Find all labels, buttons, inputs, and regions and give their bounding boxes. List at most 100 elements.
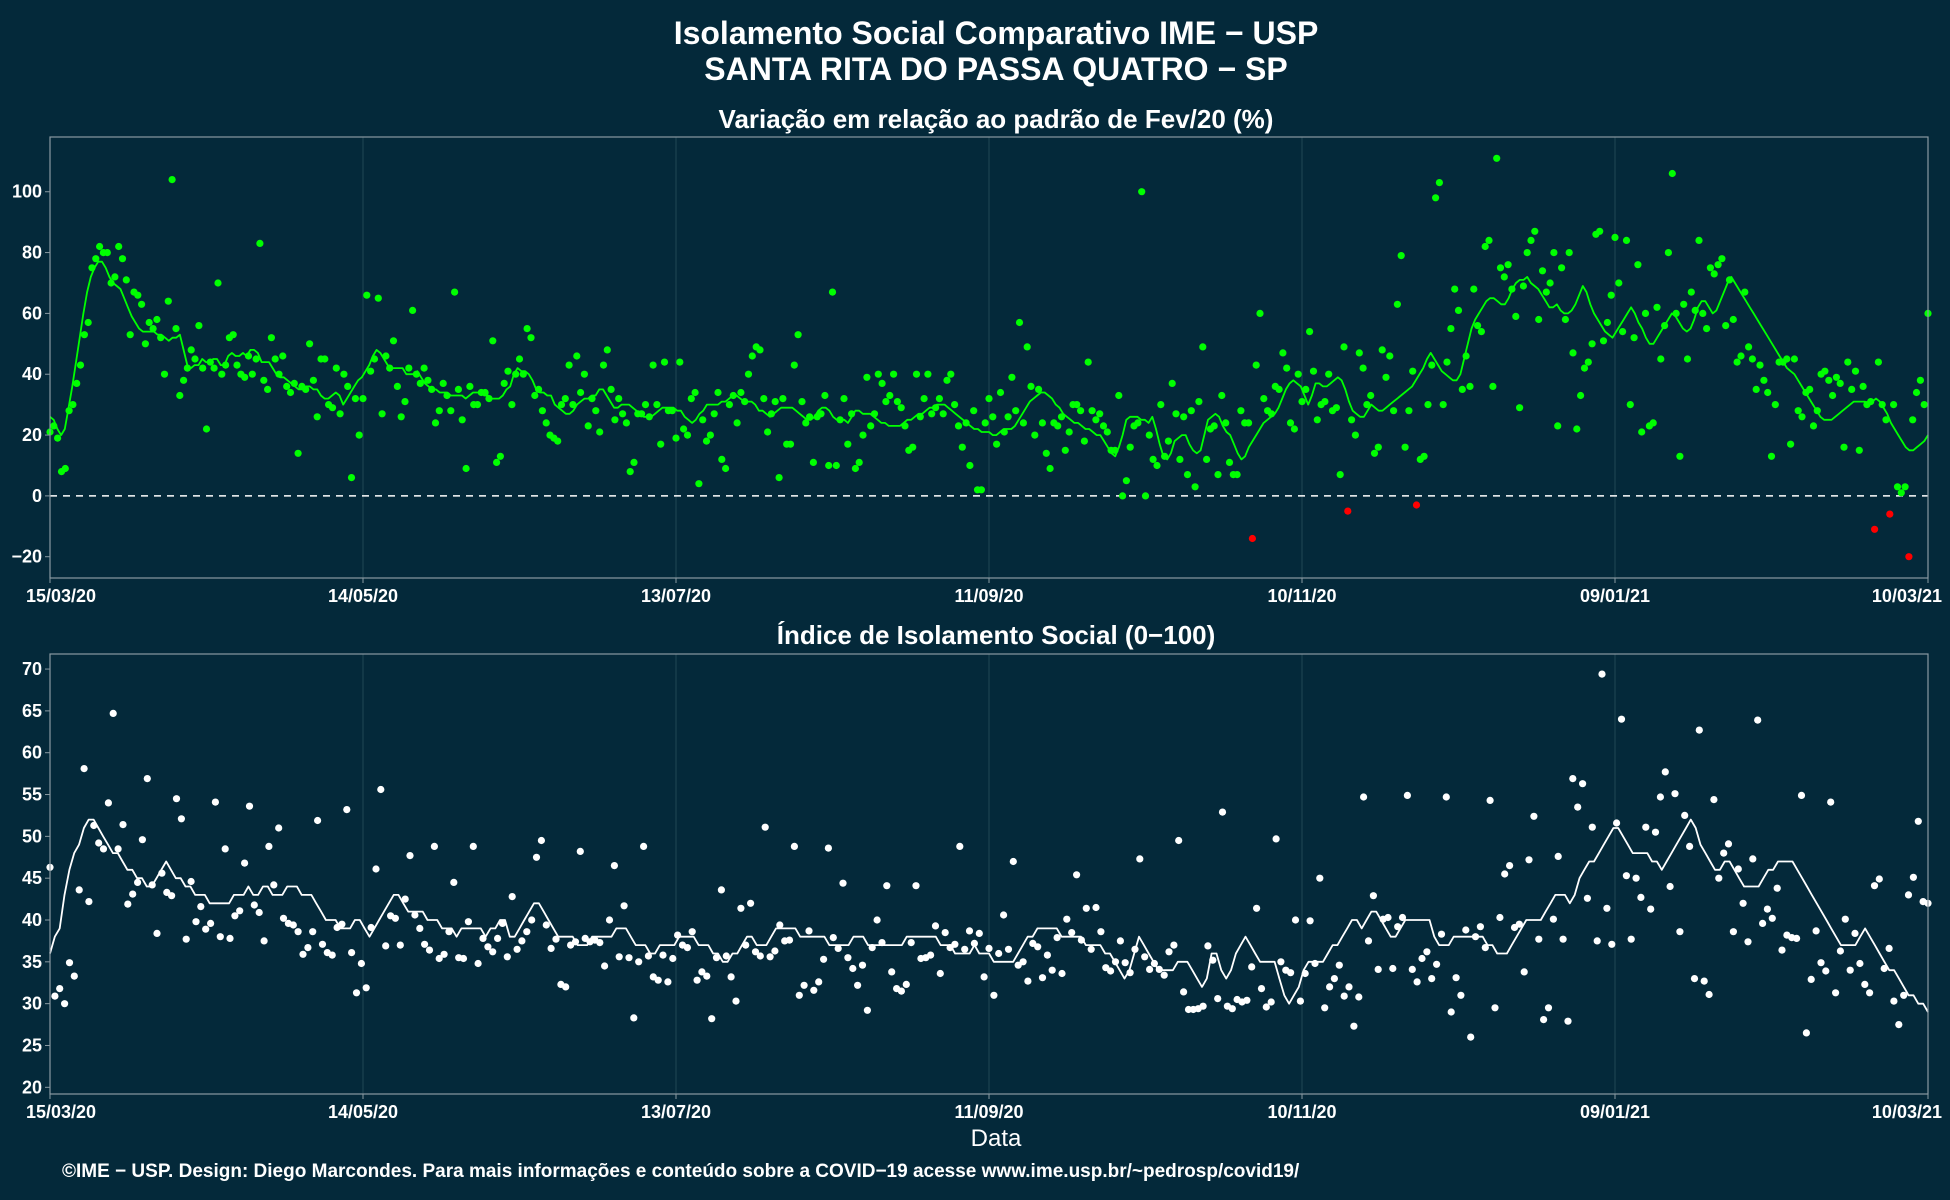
data-point	[1768, 914, 1776, 922]
data-point	[1710, 270, 1718, 278]
data-point	[340, 370, 348, 378]
data-point	[1260, 395, 1268, 403]
data-point	[1656, 793, 1664, 801]
data-point	[1038, 974, 1047, 982]
data-point	[1714, 261, 1722, 269]
data-point	[1778, 946, 1786, 954]
data-point	[1042, 449, 1050, 457]
data-point	[1554, 422, 1562, 430]
data-point	[1476, 923, 1484, 931]
data-point	[1374, 443, 1382, 451]
data-point	[815, 978, 823, 986]
data-point	[1141, 953, 1149, 961]
data-point	[416, 379, 424, 387]
data-point	[440, 950, 448, 958]
data-point	[207, 919, 215, 928]
data-point	[409, 306, 417, 314]
data-point	[343, 806, 351, 814]
data-point	[1398, 913, 1407, 922]
data-point	[1641, 309, 1650, 317]
data-point	[1423, 948, 1431, 956]
data-point	[1409, 367, 1417, 375]
data-point	[1412, 501, 1421, 509]
data-point	[519, 370, 527, 378]
y-tick-label: 20	[22, 425, 42, 445]
data-point	[985, 395, 993, 403]
data-point	[821, 391, 829, 400]
data-point	[1608, 940, 1616, 948]
data-point	[1004, 945, 1013, 953]
data-point	[1080, 437, 1088, 445]
data-point	[970, 939, 979, 948]
data-point	[599, 361, 608, 369]
data-point	[1340, 992, 1348, 1000]
data-point	[824, 844, 833, 852]
data-point	[1851, 367, 1860, 375]
data-point	[241, 373, 249, 381]
data-point	[1248, 534, 1256, 543]
data-point	[1722, 322, 1730, 330]
data-point	[450, 878, 458, 887]
data-point	[1821, 367, 1829, 375]
data-point	[1298, 398, 1306, 406]
data-point	[210, 364, 218, 372]
data-point	[1486, 796, 1494, 805]
data-point	[584, 422, 592, 430]
data-point	[756, 952, 764, 960]
data-point	[683, 944, 692, 952]
data-point	[1077, 407, 1085, 415]
data-point	[1836, 379, 1844, 387]
data-point	[1157, 401, 1165, 409]
data-point	[874, 370, 882, 378]
data-point	[1680, 300, 1688, 308]
data-point	[1520, 968, 1528, 976]
data-point	[1561, 315, 1569, 324]
data-point	[1291, 916, 1300, 924]
data-point	[1686, 842, 1694, 851]
x-tick-label: 11/09/20	[954, 586, 1023, 606]
data-point	[1827, 798, 1835, 806]
data-point	[1764, 388, 1772, 397]
data-point	[1481, 242, 1489, 251]
data-point	[1065, 428, 1073, 436]
data-point	[1386, 352, 1394, 360]
data-point	[1107, 967, 1115, 975]
data-point	[1187, 407, 1195, 415]
data-point	[182, 935, 190, 943]
data-point	[776, 921, 784, 929]
data-point	[1920, 401, 1928, 409]
data-point	[1544, 1004, 1553, 1012]
data-point	[1237, 407, 1245, 415]
data-point	[391, 914, 399, 922]
data-point	[886, 391, 894, 400]
x-axis-label: Data	[971, 1125, 1022, 1152]
data-point	[951, 401, 959, 409]
data-point	[1262, 1003, 1270, 1011]
data-point	[1501, 870, 1509, 878]
data-point	[1577, 391, 1585, 400]
data-point	[129, 890, 137, 898]
data-point	[1092, 903, 1100, 912]
data-point	[1302, 385, 1310, 393]
data-point	[328, 951, 336, 959]
moving-average-line	[49, 818, 1929, 1013]
data-point	[1880, 964, 1888, 973]
data-point	[657, 440, 665, 448]
data-point	[727, 973, 735, 981]
y-tick-label: 35	[22, 952, 42, 972]
data-point	[565, 361, 573, 369]
y-tick-label: 20	[22, 1077, 42, 1097]
data-point	[909, 443, 917, 451]
data-point	[771, 398, 779, 406]
data-point	[1734, 865, 1742, 873]
data-point	[733, 419, 741, 427]
data-point	[966, 461, 974, 470]
data-point	[1875, 875, 1883, 883]
data-point	[1332, 404, 1340, 412]
data-point	[222, 361, 230, 369]
data-point	[1053, 934, 1061, 942]
data-point	[523, 928, 531, 936]
data-point	[1405, 407, 1413, 415]
data-point	[610, 862, 619, 870]
data-point	[286, 388, 295, 397]
